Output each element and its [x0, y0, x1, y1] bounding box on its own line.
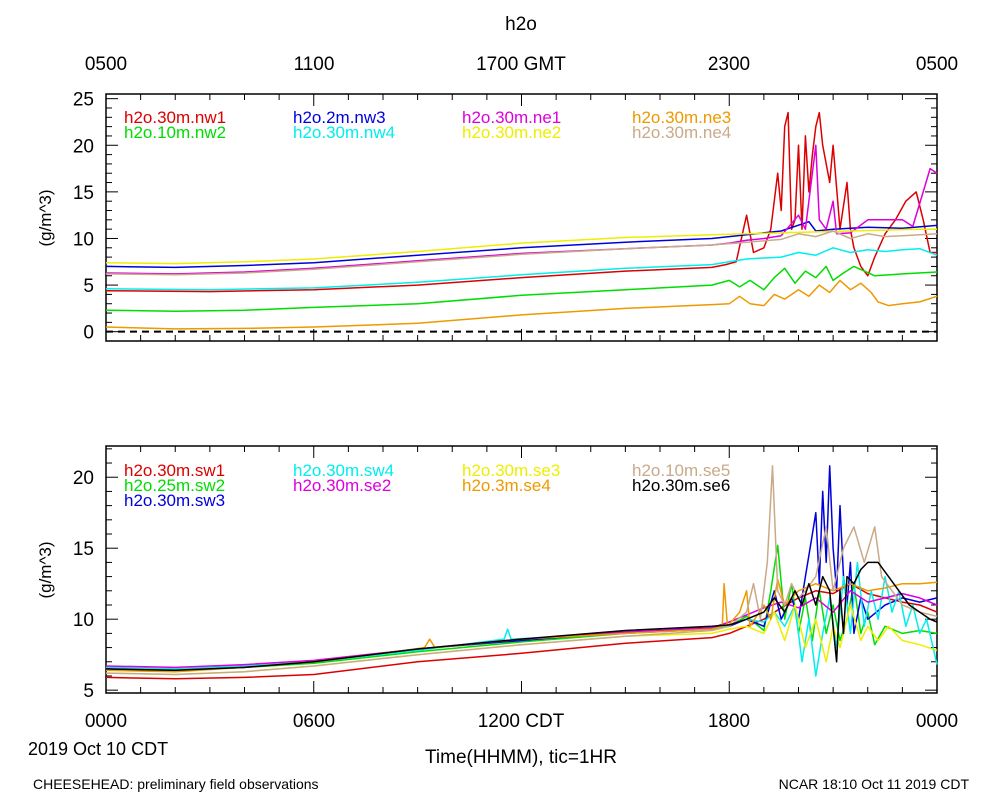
- legend-label-nw3: h2o.2m.nw3: [293, 108, 386, 127]
- legend-label-se6: h2o.30m.se6: [632, 476, 730, 495]
- series-line-h2o-2m-nw3: [105, 220, 938, 269]
- legend-label-sw4: h2o.30m.sw4: [293, 461, 394, 480]
- legend-label-sw1: h2o.30m.sw1: [124, 461, 225, 480]
- x-axis-label: Time(HHMM), tic=1HR: [425, 747, 617, 768]
- top-axis-tick-label: 1700 GMT: [476, 54, 566, 75]
- legend-label-ne3: h2o.30m.ne3: [632, 108, 731, 127]
- series-line-h2o-30m-ne1: [105, 144, 938, 275]
- series-line-h2o-30m-ne2: [105, 228, 937, 265]
- series-line-h2o-30m-se6: [105, 561, 938, 672]
- series-line-h2o-30m-nw4: [105, 247, 938, 291]
- bottom-axis-tick-label: 0000: [916, 711, 958, 732]
- top-axis-tick-label: 1100: [294, 54, 335, 75]
- lower-y-axis-label: (g/m^3): [36, 541, 55, 598]
- bottom-axis-tick-label: 1200 CDT: [478, 711, 565, 732]
- top-axis-tick-label: 2300: [708, 54, 750, 75]
- footer-left: CHEESEHEAD: preliminary field observatio…: [33, 776, 319, 792]
- series-line-h2o-30m-ne4: [105, 230, 938, 276]
- series-line-h2o-30m-nw1: [105, 111, 937, 293]
- series-line-h2o-30m-sw1: [105, 582, 938, 680]
- top-axis-tick-label: 0500: [85, 54, 127, 75]
- y-tick-label: 20: [73, 136, 94, 157]
- bottom-axis-tick-label: 0000: [85, 711, 127, 732]
- bottom-axis-tick-label: 0600: [293, 711, 335, 732]
- upper-legend: h2o.30m.nw1 h2o.10m.nw2 h2o.2m.nw3 h2o.3…: [124, 108, 731, 142]
- h2o-lower-panel: (g/m^3) 5 10 15 20 h2o.30m.sw1 h2o.25m.sw2 …: [36, 445, 938, 702]
- bottom-axis-tick-label: 1800: [708, 711, 750, 732]
- h2o-upper-panel: (g/m^3) 0 5 10 15 20 25 h2o.30m.nw1 h2o.10m.n…: [36, 90, 938, 344]
- legend-label-se2: h2o.30m.se2: [293, 476, 391, 495]
- lower-series-lines: [105, 465, 938, 680]
- lower-legend: h2o.30m.sw1 h2o.25m.sw2 h2o.30m.sw3 h2o.…: [124, 461, 730, 510]
- y-tick-label: 20: [73, 468, 94, 489]
- legend-label-ne2: h2o.30m.ne2: [462, 123, 561, 142]
- y-tick-label: 10: [73, 610, 94, 631]
- legend-label-ne1: h2o.30m.ne1: [462, 108, 561, 127]
- series-line-h2o-10m-se5: [105, 465, 938, 676]
- y-tick-label: 25: [73, 90, 94, 111]
- legend-label-se5: h2o.10m.se5: [632, 461, 730, 480]
- y-tick-label: 5: [83, 276, 94, 297]
- y-tick-label: 15: [73, 539, 94, 560]
- y-tick-label: 10: [73, 229, 94, 250]
- series-line-h2o-30m-se2: [105, 590, 938, 669]
- legend-label-sw3: h2o.30m.sw3: [124, 491, 225, 510]
- y-tick-label: 15: [73, 183, 94, 204]
- upper-ticks: 0 5 10 15 20 25: [73, 90, 938, 344]
- upper-y-axis-label: (g/m^3): [36, 189, 55, 246]
- legend-label-nw4: h2o.30m.nw4: [293, 123, 395, 142]
- figure-title: h2o: [505, 14, 537, 35]
- y-tick-label: 0: [83, 323, 94, 344]
- series-line-h2o-10m-nw2: [105, 265, 938, 312]
- series-line-h2o-30m-ne3: [105, 279, 938, 330]
- lower-ticks: 5 10 15 20: [73, 446, 938, 702]
- legend-label-sw2: h2o.25m.sw2: [124, 476, 225, 495]
- date-label: 2019 Oct 10 CDT: [28, 739, 168, 759]
- y-tick-label: 5: [83, 681, 94, 702]
- legend-label-se4: h2o.3m.se4: [462, 476, 551, 495]
- legend-label-nw1: h2o.30m.nw1: [124, 108, 226, 127]
- series-line-h2o-30m-sw4: [105, 561, 938, 677]
- footer-right: NCAR 18:10 Oct 11 2019 CDT: [779, 776, 970, 792]
- upper-series-lines: [105, 111, 938, 333]
- top-axis-tick-label: 0500: [916, 54, 958, 75]
- legend-label-nw2: h2o.10m.nw2: [124, 123, 226, 142]
- legend-label-ne4: h2o.30m.ne4: [632, 123, 731, 142]
- legend-label-se3: h2o.30m.se3: [462, 461, 560, 480]
